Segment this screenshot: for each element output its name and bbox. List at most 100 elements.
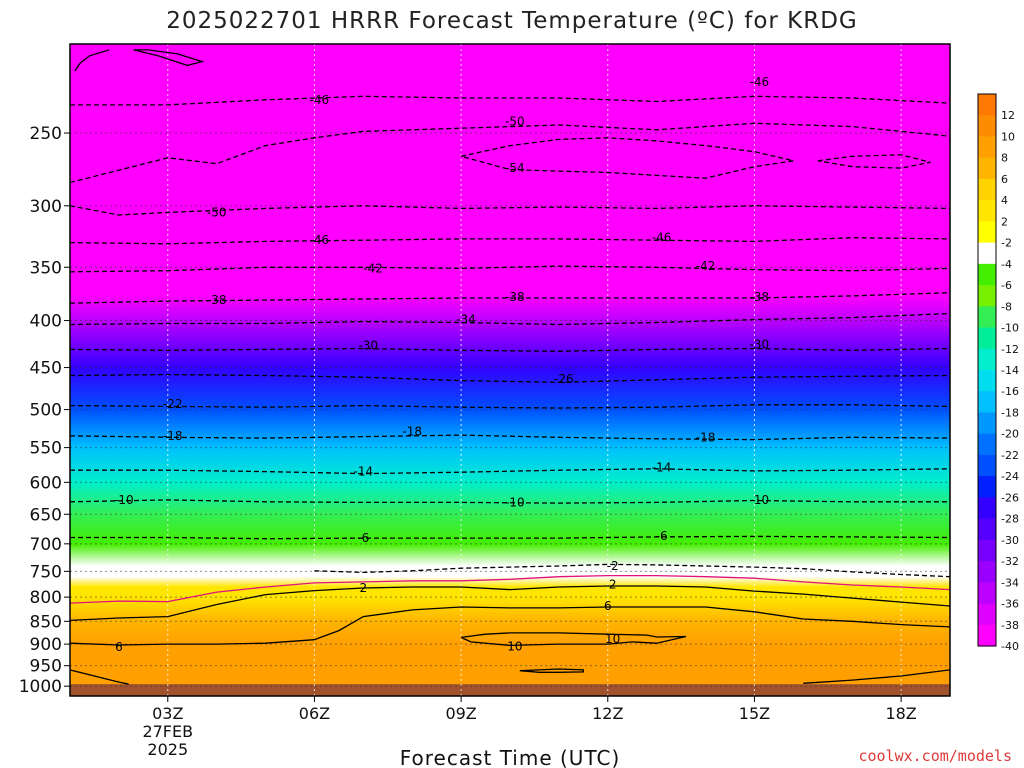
colorbar-swatch bbox=[978, 476, 996, 498]
colorbar-label: -20 bbox=[1001, 428, 1019, 441]
colorbar-swatch bbox=[978, 518, 996, 541]
isotherm-label: -10 bbox=[505, 495, 525, 509]
plot-frame bbox=[69, 43, 951, 697]
credit-link[interactable]: coolwx.com/models bbox=[858, 747, 1012, 765]
colorbar-swatch bbox=[978, 412, 996, 435]
isotherm-2-18 bbox=[70, 585, 950, 622]
isotherm-label: 6 bbox=[115, 640, 123, 654]
temperature-fill bbox=[70, 44, 950, 696]
chart-title: 2025022701 HRRR Forecast Temperature (ºC… bbox=[166, 8, 858, 34]
y-tick-label: 350 bbox=[30, 258, 62, 278]
colorbar-swatch bbox=[978, 178, 996, 201]
isotherm--2-16 bbox=[314, 563, 950, 578]
y-tick-label: 650 bbox=[30, 505, 62, 525]
temperature-colorbar: 12 10 8 6 4 2 -2 -4 -6 -8 -10 -12 -14 -16 -18 -20 -22 -24… bbox=[977, 93, 1019, 653]
plot-area: -46 -46 -50 -54 -50 -46 -46 -42 -42 -38 -38 -38 -34 -… bbox=[70, 44, 950, 696]
colorbar-label: -34 bbox=[1001, 576, 1019, 589]
isotherm-label: -26 bbox=[554, 372, 574, 386]
y-tick-label: 400 bbox=[30, 312, 62, 332]
isotherm-contours bbox=[70, 49, 950, 685]
colorbar-label: -12 bbox=[1001, 343, 1019, 356]
colorbar-swatch bbox=[978, 454, 996, 477]
colorbar-swatch bbox=[978, 582, 996, 605]
colorbar-label: -24 bbox=[1001, 470, 1019, 483]
isotherm-label: -46 bbox=[652, 231, 672, 245]
colorbar-label: -8 bbox=[1001, 300, 1012, 313]
colorbar-swatch bbox=[978, 263, 996, 286]
x-axis-label: Forecast Time (UTC) bbox=[400, 746, 621, 768]
colorbar-label: -2 bbox=[1001, 237, 1012, 250]
colorbar-label: 8 bbox=[1001, 152, 1008, 165]
colorbar-swatch bbox=[978, 497, 996, 520]
isotherm-label: -50 bbox=[207, 205, 227, 219]
isotherm-label: -18 bbox=[696, 430, 716, 444]
isotherm-label: 2 bbox=[359, 581, 367, 595]
colorbar-label: -18 bbox=[1001, 406, 1019, 419]
y-tick-label: 500 bbox=[30, 401, 62, 421]
isotherm--46-0 bbox=[70, 95, 950, 106]
colorbar-label: -14 bbox=[1001, 364, 1019, 377]
isotherm-label: -38 bbox=[505, 290, 525, 304]
isotherm--22-11 bbox=[70, 404, 950, 409]
isotherm--26-10 bbox=[70, 373, 950, 383]
colorbar-swatch bbox=[978, 136, 996, 159]
isotherm-label: -50 bbox=[505, 115, 525, 129]
y-tick-label: 900 bbox=[30, 635, 62, 655]
isotherm-label: -34 bbox=[456, 313, 476, 327]
isotherm--50-1 bbox=[70, 122, 950, 184]
colorbar-swatch bbox=[978, 348, 996, 371]
colorbar-swatch bbox=[978, 200, 996, 222]
isotherm--46-5 bbox=[70, 237, 950, 245]
y-tick-label: 700 bbox=[30, 535, 62, 555]
isotherm-label: -6 bbox=[357, 531, 369, 545]
below-ground-mask bbox=[70, 684, 950, 696]
isotherm-10-20 bbox=[460, 632, 687, 647]
colorbar-swatch bbox=[978, 624, 996, 647]
isotherm-label: -46 bbox=[749, 75, 769, 89]
y-tick-label: 950 bbox=[30, 657, 62, 677]
isotherm--6-15 bbox=[70, 535, 950, 540]
colorbar-swatch bbox=[978, 306, 996, 329]
isotherm--42-6 bbox=[70, 265, 950, 273]
isotherm-label: 10 bbox=[605, 632, 620, 646]
isotherm-label: -22 bbox=[163, 397, 183, 411]
colorbar-label: 2 bbox=[1001, 215, 1008, 228]
isotherm-label: -46 bbox=[309, 93, 329, 107]
isotherm--34-8 bbox=[70, 312, 950, 326]
y-tick-label: 800 bbox=[30, 588, 62, 608]
isotherm-label: -18 bbox=[402, 424, 422, 438]
isotherm--30-9 bbox=[70, 347, 950, 352]
isotherm-label: -10 bbox=[749, 493, 769, 507]
isotherm--50-4 bbox=[70, 205, 950, 216]
isotherm-label: -10 bbox=[114, 493, 134, 507]
isotherm-label: 10 bbox=[507, 639, 522, 653]
isotherm-label: -42 bbox=[363, 261, 383, 275]
x-tick-label: 18Z bbox=[885, 704, 916, 723]
colorbar-label: -40 bbox=[1001, 640, 1019, 653]
y-tick-label: 300 bbox=[30, 197, 62, 217]
colorbar-swatch bbox=[978, 327, 996, 350]
colorbar-swatch bbox=[978, 242, 996, 265]
isotherm-label: -38 bbox=[749, 290, 769, 304]
colorbar-swatch bbox=[978, 391, 996, 414]
isotherm--38-7 bbox=[70, 292, 950, 304]
isotherm-label: -14 bbox=[652, 460, 672, 474]
colorbar-label: 12 bbox=[1001, 109, 1015, 122]
x-tick-year: 2025 bbox=[147, 740, 188, 759]
colorbar-label: 4 bbox=[1001, 194, 1008, 207]
colorbar-label: -36 bbox=[1001, 598, 1019, 611]
colorbar-label: 10 bbox=[1001, 130, 1015, 143]
x-tick-label: 09Z bbox=[445, 704, 476, 723]
x-tick-label: 06Z bbox=[299, 704, 330, 723]
colorbar-swatch bbox=[978, 603, 996, 626]
isotherm-label: -30 bbox=[358, 339, 378, 353]
y-tick-label: 550 bbox=[30, 439, 62, 459]
colorbar-swatch bbox=[978, 115, 996, 138]
isotherm--50-25 bbox=[133, 49, 205, 67]
colorbar-swatch bbox=[978, 94, 996, 116]
pressure-axis: 250 300 350 400 450 500 550 600 650 700 750 800 850 9… bbox=[19, 124, 70, 697]
isotherm-label: -18 bbox=[163, 429, 183, 443]
colorbar-label: -4 bbox=[1001, 258, 1012, 271]
isotherm-label: -46 bbox=[309, 233, 329, 247]
